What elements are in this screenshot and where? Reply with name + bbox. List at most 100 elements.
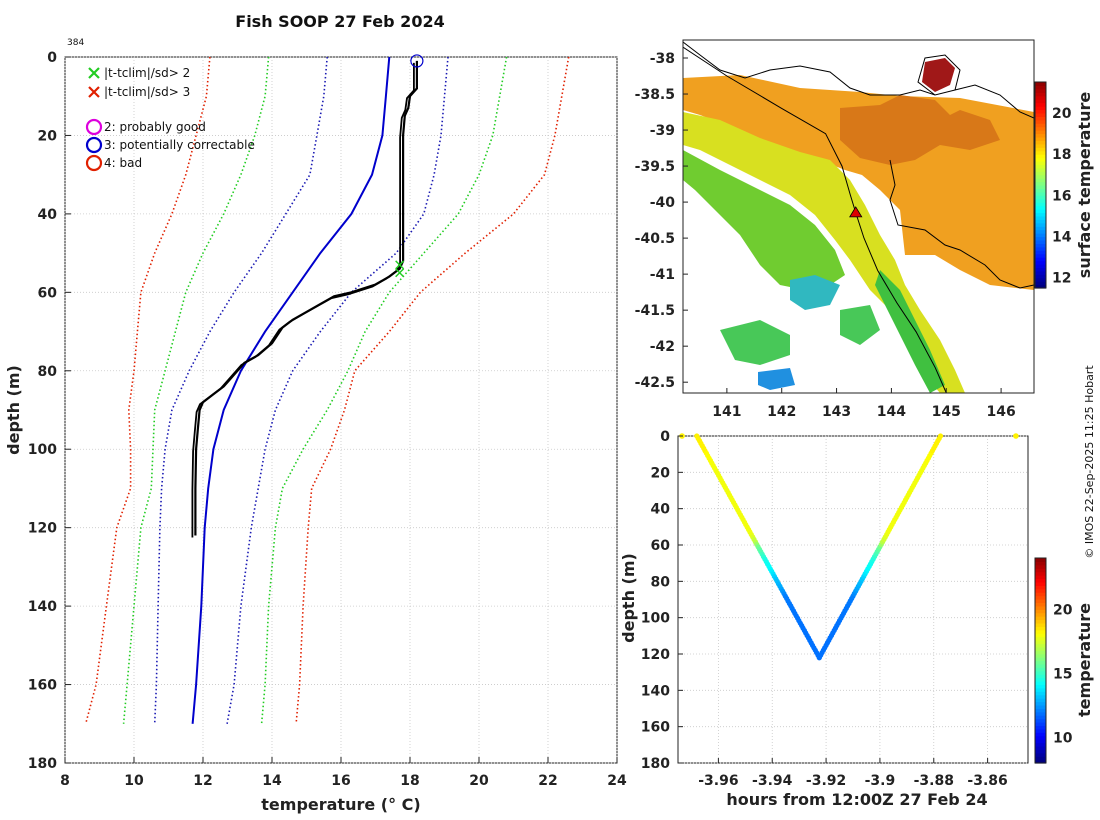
map-colorbar-segment (1035, 150, 1046, 155)
x-tick-label: 8 (60, 773, 70, 789)
flag-x-marker (395, 268, 405, 278)
map-x-tick-label: 145 (932, 404, 961, 420)
map-colorbar-label: surface temperature (1075, 92, 1094, 279)
map-colorbar-segment (1035, 112, 1046, 117)
dt-colorbar-segment (1035, 687, 1046, 692)
sst-green-region (683, 150, 845, 290)
dt-colorbar-segment (1035, 588, 1046, 593)
dt-colorbar-segment (1035, 561, 1046, 566)
x-tick-label: 24 (607, 773, 627, 789)
dt-colorbar-segment (1035, 605, 1046, 610)
legend-label: 3: potentially correctable (104, 138, 255, 152)
sst-dark-orange-region (840, 95, 1000, 165)
dt-x-tick-label: -3.88 (914, 773, 954, 789)
y-tick-label: 0 (47, 50, 57, 66)
map-y-tick-label: -38 (650, 51, 675, 67)
map-colorbar-segment (1035, 140, 1046, 145)
dt-colorbar-segment (1035, 715, 1046, 720)
map-y-tick-label: -41.5 (635, 303, 675, 319)
y-tick-label: 100 (28, 442, 57, 458)
flag-x-marker (395, 260, 405, 270)
dt-x-tick-label: -3.86 (967, 773, 1007, 789)
dt-colorbar-segment (1035, 599, 1046, 604)
depth-time-points (679, 433, 1019, 661)
coastline (683, 41, 1034, 289)
legend-label: 4: bad (104, 156, 142, 170)
dt-colorbar-segment (1035, 575, 1046, 580)
map-colorbar-segment (1035, 181, 1046, 186)
map-colorbar-segment (1035, 270, 1046, 275)
dt-colorbar-segment (1035, 708, 1046, 713)
dt-surface-point (1013, 433, 1019, 439)
dt-colorbar-segment (1035, 749, 1046, 754)
dt-colorbar-segment (1035, 735, 1046, 740)
dt-y-tick-label: 60 (651, 538, 671, 554)
map-ticks: 141 142 143 144 145 146 -38 -38.5 -39 -39.5 -40 -40… (635, 51, 1016, 420)
dt-colorbar-segment (1035, 640, 1046, 645)
profile-flags (395, 54, 424, 278)
dt-colorbar-segment (1035, 564, 1046, 569)
depth-time-y-axis-label: depth (m) (619, 553, 638, 643)
map-colorbar-segment (1035, 212, 1046, 217)
dt-colorbar-segment (1035, 571, 1046, 576)
map-y-tick-label: -39.5 (635, 159, 675, 175)
series-climatology-mean (191, 56, 391, 724)
surface-temperature-map: 141 142 143 144 145 146 -38 -38.5 -39 -39.5 -40 -40… (635, 39, 1094, 420)
dt-colorbar-segment (1035, 691, 1046, 696)
dt-y-tick-label: 180 (641, 756, 670, 772)
credit-text: © IMOS 22-Sep-2025 11:25 Hobart (1083, 365, 1096, 559)
dt-colorbar-segment (1035, 629, 1046, 634)
legend-x-marker (88, 67, 100, 79)
dt-y-tick-label: 0 (660, 429, 670, 445)
dt-colorbar-segment (1035, 732, 1046, 737)
map-colorbar-segment (1035, 188, 1046, 193)
depth-time-chart: -3.96 -3.94 -3.92 -3.9 -3.88 -3.86 0 20 40 60 80 10… (619, 429, 1094, 809)
dt-colorbar-segment (1035, 616, 1046, 621)
dt-colorbar-segment (1035, 653, 1046, 658)
map-colorbar-segment (1035, 85, 1046, 90)
map-x-tick-label: 142 (767, 404, 796, 420)
map-colorbar-segment (1035, 109, 1046, 114)
map-colorbar-segment (1035, 154, 1046, 159)
dt-colorbar-segment (1035, 650, 1046, 655)
dt-colorbar-segment (1035, 622, 1046, 627)
map-colorbar-segment (1035, 236, 1046, 241)
map-colorbar-segment (1035, 133, 1046, 138)
map-colorbar-segment (1035, 164, 1046, 169)
sst-green-south (875, 270, 945, 393)
dt-colorbar-segment (1035, 722, 1046, 727)
legend-circle-marker (85, 118, 103, 136)
map-colorbar-segment (1035, 222, 1046, 227)
dt-y-tick-label: 140 (641, 683, 670, 699)
profile-location-marker (849, 206, 863, 218)
y-tick-label: 120 (28, 521, 57, 537)
dt-colorbar-segment (1035, 646, 1046, 651)
y-tick-label: 40 (38, 207, 58, 223)
map-colorbar-segment (1035, 239, 1046, 244)
legend-x-marker (88, 86, 100, 98)
map-colorbar-segment (1035, 123, 1046, 128)
map-colorbar-segment (1035, 185, 1046, 190)
dt-colorbar-segment (1035, 725, 1046, 730)
x-tick-label: 12 (193, 773, 212, 789)
map-colorbar-segment (1035, 281, 1046, 286)
x-tick-label: 10 (124, 773, 144, 789)
map-colorbar-segment (1035, 233, 1046, 238)
map-data-layer (683, 41, 1034, 393)
map-colorbar-frame (1034, 81, 1047, 289)
profile-series (84, 56, 570, 725)
x-tick-label: 14 (262, 773, 282, 789)
map-frame (682, 39, 1035, 394)
map-colorbar-segment (1035, 171, 1046, 176)
y-tick-label: 160 (28, 678, 57, 694)
map-colorbar-segment (1035, 160, 1046, 165)
profile-x-axis-label: temperature (° C) (261, 795, 420, 814)
map-colorbar-tick-label: 14 (1052, 230, 1072, 246)
dt-point (937, 433, 944, 439)
map-colorbar-tick-label: 12 (1052, 271, 1071, 287)
dt-colorbar-segment (1035, 759, 1046, 764)
map-x-tick-label: 144 (877, 404, 906, 420)
map-colorbar-segment (1035, 119, 1046, 124)
map-colorbar-segment (1035, 147, 1046, 152)
flag-circle-marker (410, 54, 424, 68)
